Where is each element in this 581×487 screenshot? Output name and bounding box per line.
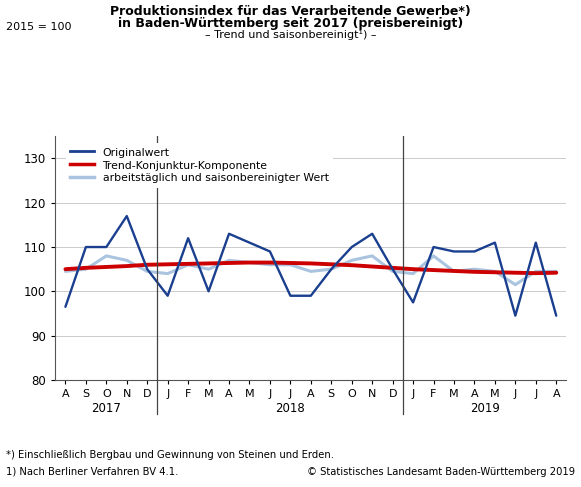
Text: Produktionsindex für das Verarbeitende Gewerbe*): Produktionsindex für das Verarbeitende G… <box>110 5 471 18</box>
Text: © Statistisches Landesamt Baden-Württemberg 2019: © Statistisches Landesamt Baden-Württemb… <box>307 467 575 477</box>
Legend: Originalwert, Trend-Konjunktur-Komponente, arbeitstäglich und saisonbereinigter : Originalwert, Trend-Konjunktur-Komponent… <box>66 143 333 188</box>
Text: *) Einschließlich Bergbau und Gewinnung von Steinen und Erden.: *) Einschließlich Bergbau und Gewinnung … <box>6 450 334 461</box>
Text: 2018: 2018 <box>275 402 305 415</box>
Text: in Baden-Württemberg seit 2017 (preisbereinigt): in Baden-Württemberg seit 2017 (preisber… <box>118 17 463 30</box>
Text: 2019: 2019 <box>469 402 500 415</box>
Text: 1) Nach Berliner Verfahren BV 4.1.: 1) Nach Berliner Verfahren BV 4.1. <box>6 467 178 477</box>
Text: 2017: 2017 <box>91 402 121 415</box>
Text: 2015 = 100: 2015 = 100 <box>6 22 71 32</box>
Text: – Trend und saisonbereinigt¹) –: – Trend und saisonbereinigt¹) – <box>205 30 376 40</box>
